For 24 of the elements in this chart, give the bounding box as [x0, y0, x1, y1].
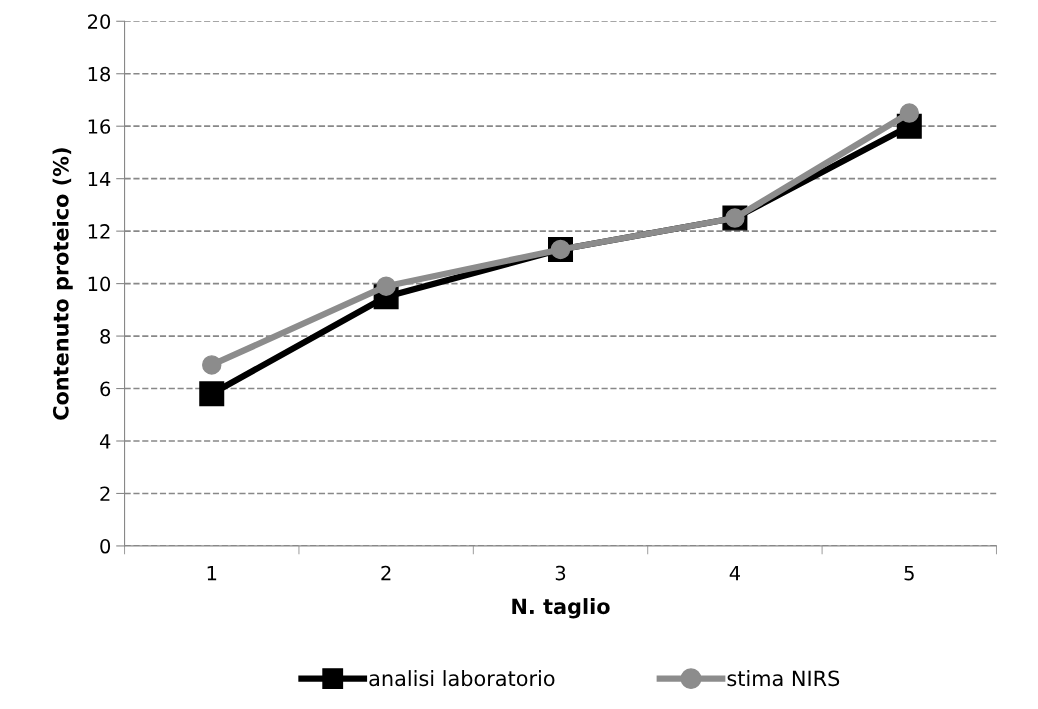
x-axis-title: N. taglio: [512, 598, 610, 619]
point: [376, 276, 396, 296]
y-tick-label: 4: [99, 434, 111, 449]
point: [199, 381, 225, 407]
y-tick-label: 0: [100, 538, 111, 554]
x-tick-label: 2: [381, 565, 391, 581]
point: [899, 103, 920, 123]
x-tick-label: 4: [729, 565, 740, 581]
x-tick-label: 3: [555, 565, 566, 581]
y-axis-title: Contenuto proteico (%): [52, 148, 73, 420]
y-tick-label: 16: [88, 119, 111, 134]
y-tick-label: 18: [88, 66, 111, 82]
y-tick-label: 14: [88, 171, 111, 187]
point: [202, 355, 222, 375]
y-tick-label: 6: [100, 381, 111, 397]
legend-label: stima NIRS: [727, 670, 840, 687]
y-tick-label: 20: [88, 14, 111, 29]
x-tick-label: 1: [207, 565, 217, 581]
x-tick-label: 5: [904, 565, 914, 581]
y-tick-label: 12: [88, 224, 110, 239]
y-tick-label: 2: [100, 486, 110, 501]
y-tick-label: 8: [100, 329, 111, 344]
legend-label: analisi laboratorio: [369, 670, 555, 687]
y-tick-label: 10: [88, 276, 111, 292]
